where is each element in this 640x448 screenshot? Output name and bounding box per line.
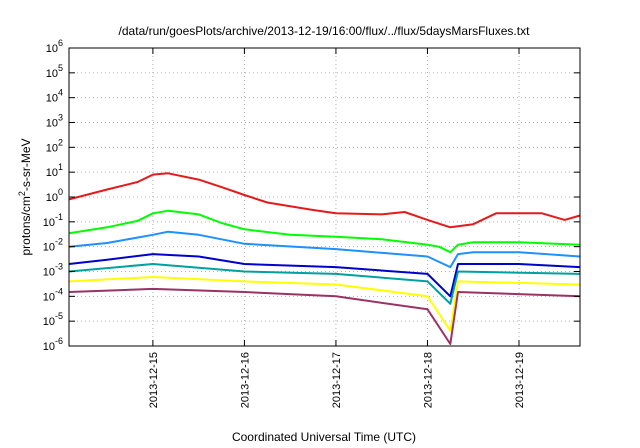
y-tick-base: 10 — [46, 43, 58, 55]
y-tick-label: 100 — [46, 187, 63, 204]
x-tick-label: 2013-12-15 — [148, 352, 160, 408]
y-tick-exp: -2 — [55, 237, 63, 247]
y-tick-exp: -3 — [55, 262, 63, 272]
y-tick-label: 10-6 — [43, 336, 63, 353]
y-tick-base: 10 — [43, 267, 55, 279]
y-tick-base: 10 — [46, 167, 58, 179]
y-axis-label-rest: -s-sr-MeV — [19, 138, 33, 191]
y-axis-label: protons/cm2-s-sr-MeV — [17, 138, 33, 255]
y-tick-base: 10 — [43, 291, 55, 303]
y-tick-label: 10-3 — [43, 262, 63, 279]
y-tick-label: 102 — [46, 137, 63, 154]
x-axis-ticks: 2013-12-15 2013-12-16 2013-12-17 2013-12-18… — [148, 48, 526, 408]
y-tick-label: 103 — [46, 113, 63, 130]
y-tick-label: 104 — [46, 88, 63, 105]
y-tick-exp: -6 — [55, 336, 63, 346]
series-lines — [68, 172, 581, 345]
y-axis-label-sup: 2 — [17, 191, 27, 196]
y-tick-label: 10-2 — [43, 237, 63, 254]
y-tick-base: 10 — [46, 118, 58, 130]
y-tick-label: 106 — [46, 38, 63, 55]
series-line-6 — [68, 287, 581, 345]
chart-title: /data/run/goesPlots/archive/2013-12-19/1… — [119, 24, 531, 38]
x-axis-label: Coordinated Universal Time (UTC) — [232, 430, 416, 444]
y-tick-base: 10 — [46, 142, 58, 154]
y-tick-exp: -4 — [55, 286, 63, 296]
y-tick-label: 105 — [46, 63, 63, 80]
series-line-4 — [68, 263, 581, 305]
y-tick-label: 10-4 — [43, 286, 63, 303]
y-tick-exp: 1 — [58, 162, 63, 172]
y-tick-label: 10-5 — [43, 311, 63, 328]
x-tick-label: 2013-12-18 — [422, 352, 434, 408]
series-line-0 — [68, 172, 581, 229]
y-tick-exp: 3 — [58, 113, 63, 123]
y-tick-exp: -5 — [55, 311, 63, 321]
y-tick-exp: -1 — [55, 212, 63, 222]
y-tick-label: 10-1 — [43, 212, 63, 229]
series-line-3 — [68, 253, 581, 298]
series-line-1 — [68, 209, 581, 254]
y-tick-exp: 4 — [58, 88, 63, 98]
y-tick-base: 10 — [43, 341, 55, 353]
series-line-5 — [68, 276, 581, 332]
series-line-2 — [68, 230, 581, 269]
y-tick-base: 10 — [46, 192, 58, 204]
x-tick-label: 2013-12-19 — [514, 352, 526, 408]
y-tick-exp: 6 — [58, 38, 63, 48]
x-tick-label: 2013-12-17 — [331, 352, 343, 408]
y-tick-base: 10 — [46, 93, 58, 105]
y-tick-label: 101 — [46, 162, 63, 179]
x-tick-label: 2013-12-16 — [239, 352, 251, 408]
y-tick-exp: 2 — [58, 137, 63, 147]
y-tick-exp: 5 — [58, 63, 63, 73]
y-tick-base: 10 — [43, 242, 55, 254]
y-tick-base: 10 — [46, 68, 58, 80]
y-tick-base: 10 — [43, 316, 55, 328]
y-tick-exp: 0 — [58, 187, 63, 197]
y-tick-base: 10 — [43, 217, 55, 229]
y-axis-label-main: protons/cm — [19, 196, 33, 255]
y-axis-ticks: 10-610-510-410-310-210-11001011021031041… — [43, 38, 580, 353]
